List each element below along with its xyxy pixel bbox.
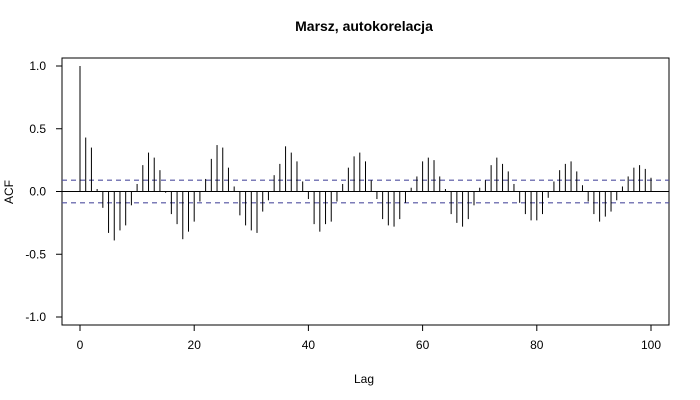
confidence-bounds bbox=[62, 179, 669, 204]
y-tick-label: 0.5 bbox=[29, 122, 46, 136]
chart-title: Marsz, autokorelacja bbox=[295, 18, 433, 34]
y-tick-label: -0.5 bbox=[25, 247, 46, 261]
y-tick-label: -1.0 bbox=[25, 310, 46, 324]
y-tick-label: 0.0 bbox=[29, 185, 46, 199]
x-axis: 0 20 40 60 80 100 bbox=[77, 325, 661, 352]
y-axis-label: ACF bbox=[2, 180, 16, 204]
x-tick-label: 20 bbox=[188, 338, 202, 352]
x-tick-label: 100 bbox=[641, 338, 661, 352]
y-axis: -1.0 -0.5 0.0 0.5 1.0 bbox=[25, 59, 62, 324]
x-tick-label: 0 bbox=[77, 338, 84, 352]
acf-bars bbox=[79, 66, 652, 241]
x-tick-label: 40 bbox=[302, 338, 316, 352]
y-tick-label: 1.0 bbox=[29, 59, 46, 73]
x-axis-label: Lag bbox=[354, 372, 374, 386]
x-tick-label: 80 bbox=[530, 338, 544, 352]
x-tick-label: 60 bbox=[416, 338, 430, 352]
